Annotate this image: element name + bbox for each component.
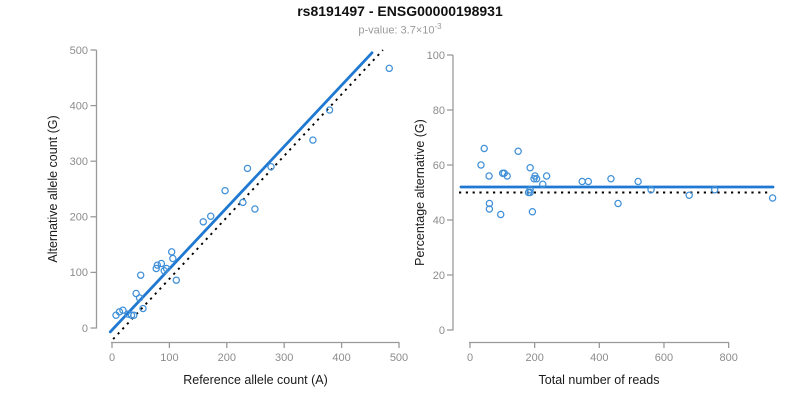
x-axis-tick-label: 0 bbox=[467, 352, 473, 364]
data-point bbox=[539, 180, 547, 188]
data-point bbox=[243, 164, 252, 173]
data-point bbox=[309, 136, 317, 144]
data-point bbox=[167, 248, 176, 256]
x-axis-tick-label: 400 bbox=[332, 352, 350, 364]
data-point bbox=[119, 306, 127, 314]
data-point bbox=[485, 199, 494, 208]
data-point bbox=[607, 175, 615, 183]
data-point bbox=[614, 199, 622, 208]
y-axis-tick-label: 60 bbox=[433, 160, 445, 172]
y-axis-tick-label: 100 bbox=[70, 267, 88, 279]
data-points bbox=[112, 64, 393, 319]
data-point bbox=[485, 205, 494, 213]
data-point bbox=[578, 177, 586, 186]
data-point bbox=[532, 175, 541, 183]
data-point bbox=[685, 191, 693, 199]
data-point bbox=[115, 308, 124, 316]
data-point bbox=[542, 172, 551, 180]
data-point bbox=[485, 172, 493, 180]
data-point bbox=[503, 172, 511, 180]
data-point bbox=[647, 186, 655, 194]
y-axis-tick-label: 0 bbox=[439, 325, 445, 337]
data-point bbox=[199, 218, 207, 226]
y-axis: 0 100 200 300 400 500 Alternative allele count… bbox=[46, 45, 98, 335]
data-points bbox=[477, 144, 777, 219]
data-point bbox=[139, 304, 147, 313]
data-point bbox=[127, 311, 136, 319]
x-axis-tick-label: 200 bbox=[218, 352, 236, 364]
y-axis-tick-label: 300 bbox=[70, 156, 88, 168]
y-axis-title: Percentage alternative (G) bbox=[413, 119, 427, 266]
data-point bbox=[526, 186, 534, 194]
plot-title: rs8191497 - ENSG00000198931 bbox=[297, 3, 503, 19]
allele-counts-scatter: 0 100 200 300 400 500 Alternative allele count… bbox=[46, 45, 408, 387]
data-point bbox=[711, 186, 719, 194]
y-axis-tick-label: 200 bbox=[70, 212, 88, 224]
y-axis-tick-label: 40 bbox=[433, 215, 445, 227]
data-point bbox=[477, 161, 485, 169]
fit-line-blue bbox=[108, 51, 374, 334]
y-axis-title: Alternative allele count (G) bbox=[46, 115, 60, 262]
data-point bbox=[584, 177, 593, 186]
data-point bbox=[136, 271, 145, 279]
data-point bbox=[634, 177, 642, 186]
data-point bbox=[207, 212, 215, 220]
data-point bbox=[239, 198, 247, 207]
data-point bbox=[480, 144, 488, 153]
y-axis-tick-label: 0 bbox=[82, 323, 88, 335]
percentage-vs-reads-scatter: 0 20 40 60 80 100 Percentage alternative (G) 0 2… bbox=[413, 50, 777, 387]
data-point bbox=[157, 259, 166, 268]
pvalue-exponent: -3 bbox=[434, 22, 442, 31]
data-point bbox=[251, 205, 259, 213]
data-point bbox=[526, 164, 534, 172]
data-point bbox=[385, 64, 393, 73]
x-axis-tick-label: 600 bbox=[655, 352, 673, 364]
data-point bbox=[768, 194, 777, 202]
x-axis-tick-label: 0 bbox=[109, 352, 115, 364]
x-axis: 0 200 400 600 800 Total number of reads bbox=[467, 341, 738, 387]
y-axis-tick-label: 400 bbox=[70, 100, 88, 112]
expected-line-dotted bbox=[112, 49, 384, 340]
data-point bbox=[160, 267, 168, 275]
x-axis-tick-label: 800 bbox=[719, 352, 737, 364]
data-point bbox=[496, 210, 505, 219]
x-axis-tick-label: 300 bbox=[275, 352, 293, 364]
data-point bbox=[267, 163, 275, 171]
pvalue-text: p-value: 3.7×10 bbox=[358, 24, 435, 37]
plot-subtitle: p-value: 3.7×10-3 bbox=[0, 22, 800, 37]
data-point bbox=[162, 264, 171, 273]
data-point bbox=[130, 311, 138, 319]
data-point bbox=[135, 294, 144, 302]
data-point bbox=[152, 264, 160, 273]
x-axis-title: Reference allele count (A) bbox=[183, 373, 328, 387]
data-point bbox=[528, 208, 537, 216]
data-point bbox=[153, 261, 162, 269]
y-axis: 0 20 40 60 80 100 Percentage alternative (G) bbox=[413, 50, 454, 337]
y-axis-tick-label: 80 bbox=[433, 105, 445, 117]
data-point bbox=[221, 186, 229, 195]
data-point bbox=[514, 147, 522, 155]
data-point bbox=[325, 106, 334, 114]
data-point bbox=[169, 254, 177, 263]
x-axis-tick-label: 200 bbox=[525, 352, 543, 364]
y-axis-tick-label: 500 bbox=[70, 45, 88, 57]
x-axis-title: Total number of reads bbox=[539, 373, 660, 387]
data-point bbox=[172, 276, 181, 284]
x-axis-tick-label: 400 bbox=[590, 352, 608, 364]
y-axis-tick-label: 100 bbox=[427, 50, 445, 62]
x-axis: 0 100 200 300 400 500 Reference allele count (… bbox=[109, 341, 408, 387]
y-axis-tick-label: 20 bbox=[433, 270, 445, 282]
x-axis-tick-label: 500 bbox=[390, 352, 408, 364]
data-point bbox=[526, 188, 534, 197]
x-axis-tick-label: 100 bbox=[160, 352, 178, 364]
